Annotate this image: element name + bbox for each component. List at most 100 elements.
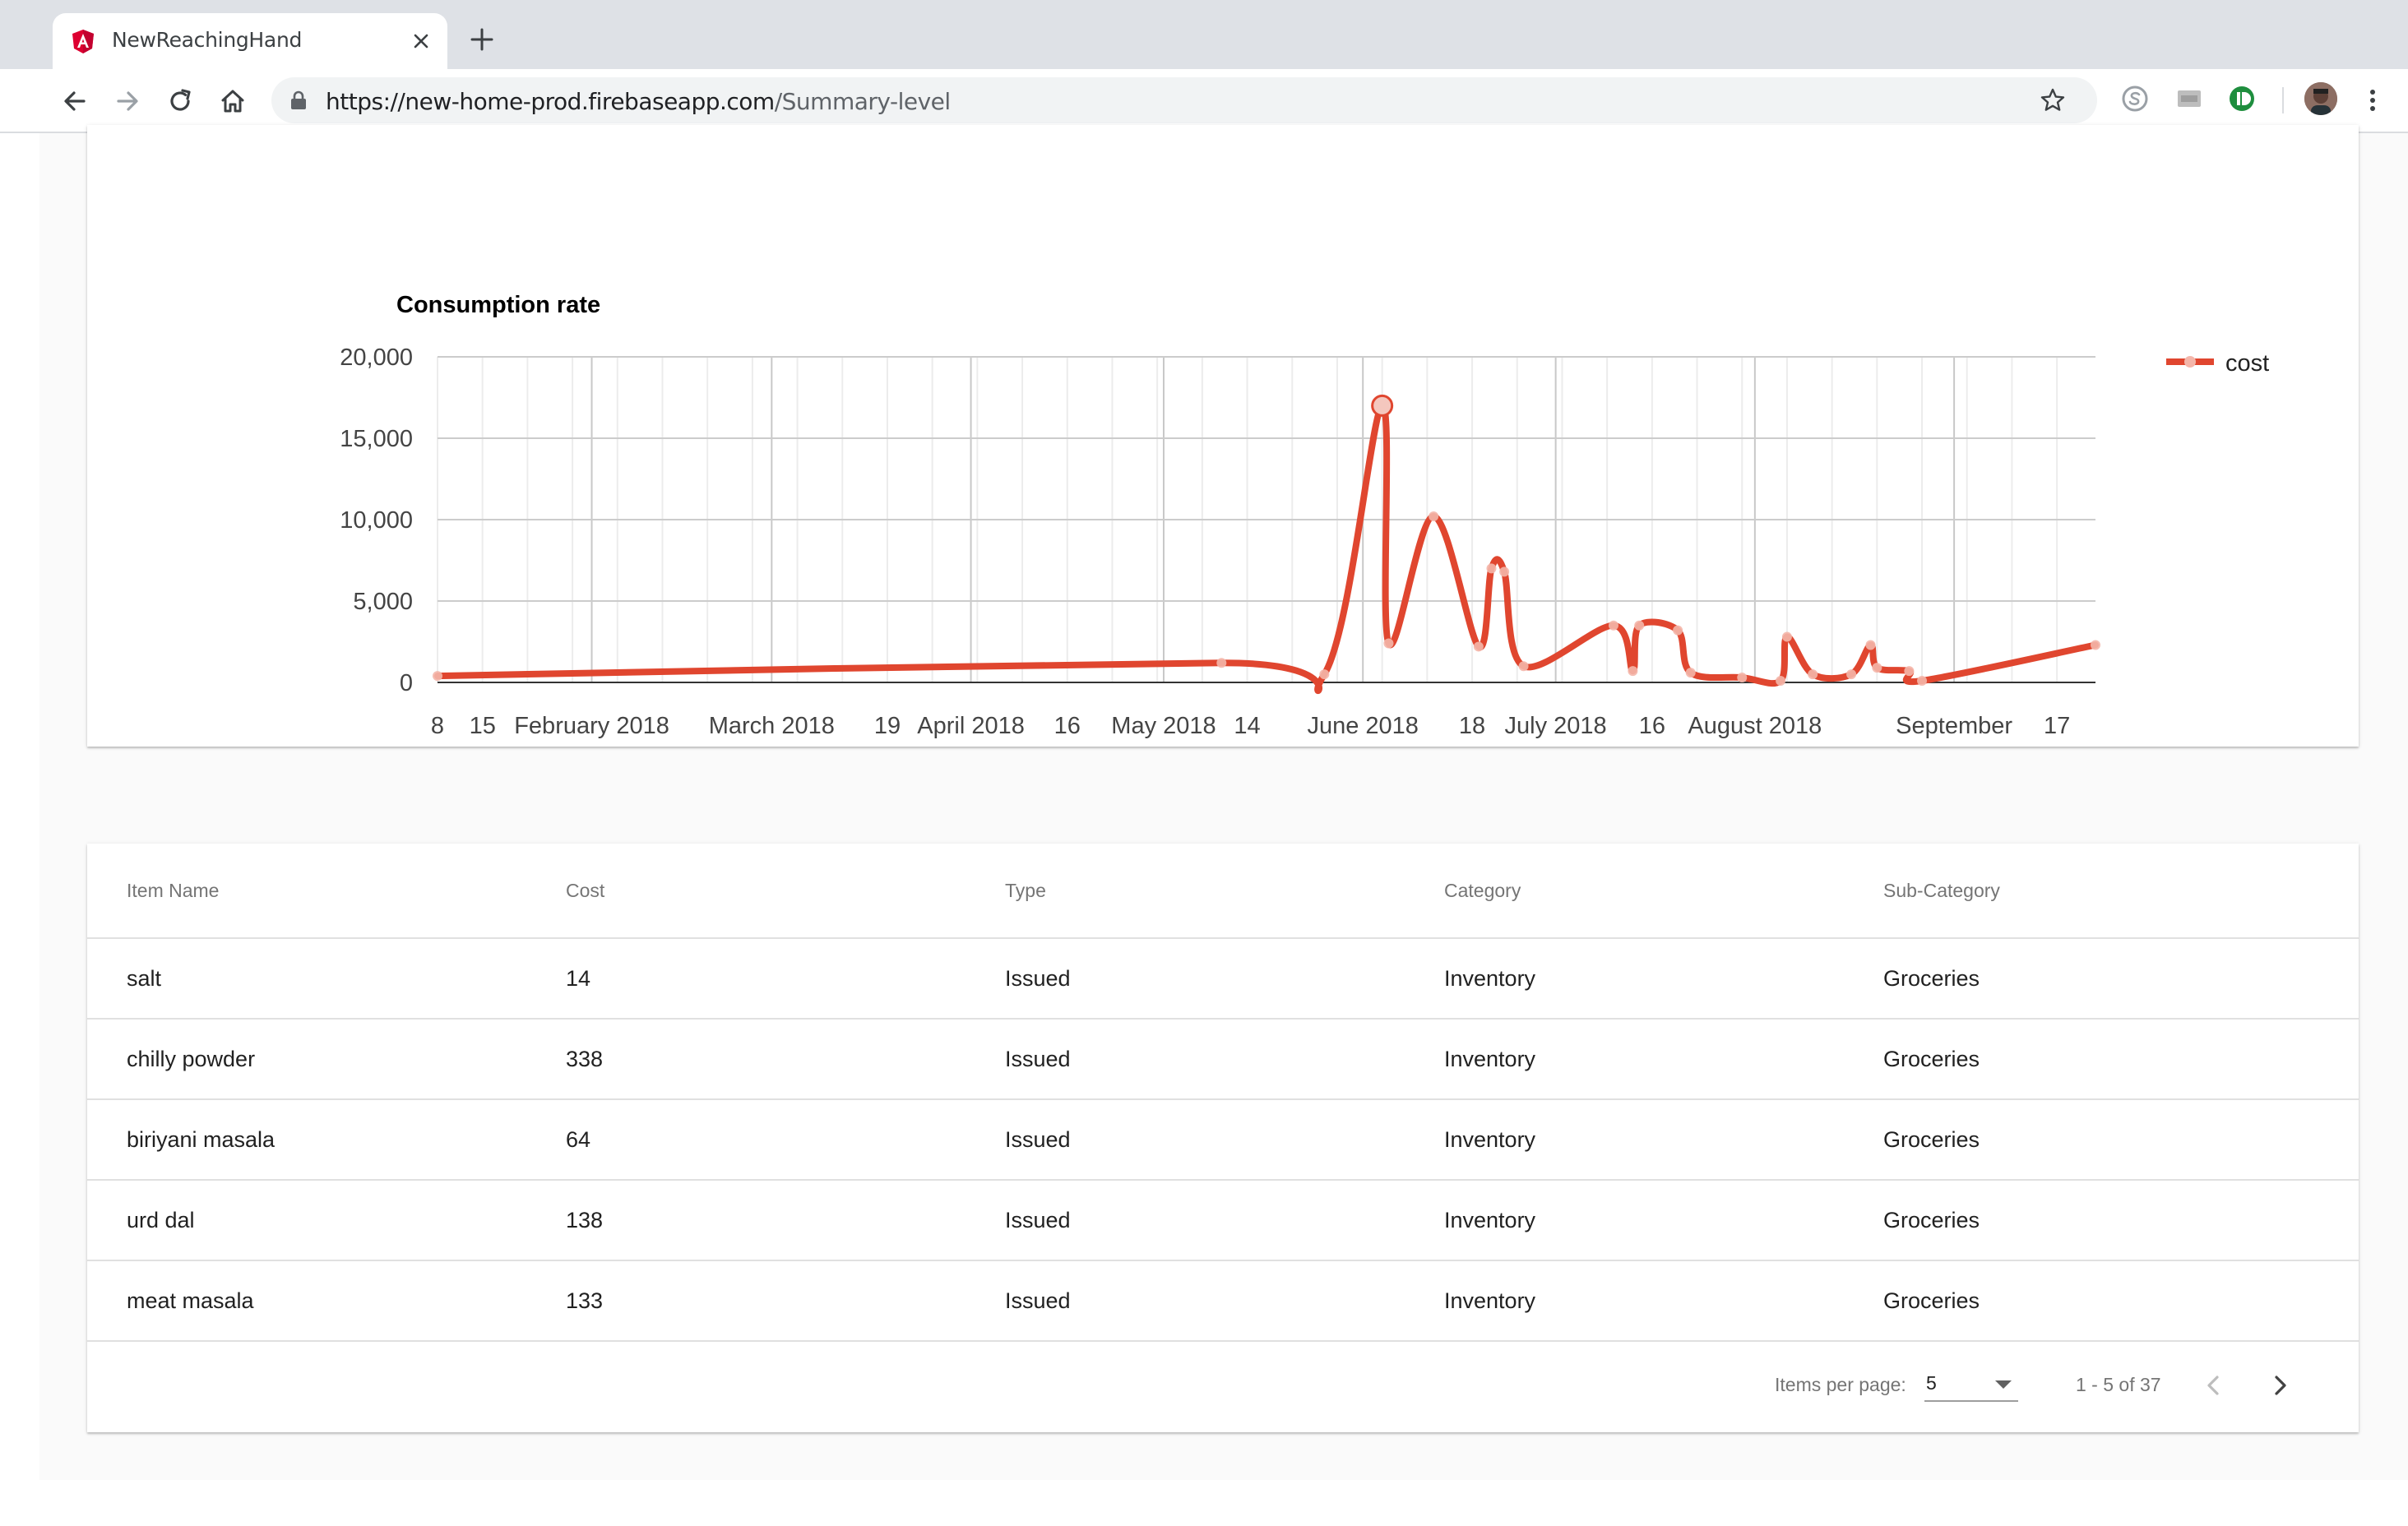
cell-cost: 138: [526, 1180, 966, 1261]
table-row[interactable]: urd dal 138 Issued Inventory Groceries: [87, 1180, 2359, 1261]
x-tick-label: August 2018: [1688, 713, 1822, 739]
x-tick-label: April 2018: [917, 713, 1025, 739]
forward-icon[interactable]: [112, 86, 143, 117]
cell-type: Issued: [966, 1180, 1405, 1261]
profile-photo-icon: [2304, 82, 2337, 115]
browser-menu-icon[interactable]: [2360, 86, 2385, 115]
items-table: Item Name Cost Type Category Sub-Categor…: [87, 844, 2359, 1342]
table-row[interactable]: meat masala 133 Issued Inventory Groceri…: [87, 1260, 2359, 1342]
data-point[interactable]: [1429, 511, 1439, 522]
items-per-page-label: Items per page:: [1775, 1374, 1906, 1395]
data-point[interactable]: [1917, 676, 1928, 687]
previous-page-icon[interactable]: [2197, 1369, 2230, 1402]
x-tick-label: 19: [874, 713, 901, 739]
cell-cost: 64: [526, 1099, 966, 1181]
x-tick-label: June 2018: [1307, 713, 1418, 739]
consumption-chart-card: 20,000 15,000 10,000 5,000 0 8 15 February 2018…: [87, 125, 2359, 747]
bookmark-star-icon[interactable]: [2040, 87, 2066, 113]
cell-type: Issued: [966, 1260, 1405, 1342]
cell-category: Inventory: [1405, 1099, 1844, 1181]
profile-avatar[interactable]: [2304, 82, 2337, 115]
data-point[interactable]: [1865, 640, 1876, 650]
data-point[interactable]: [1808, 669, 1818, 680]
cell-category: Inventory: [1405, 1260, 1844, 1342]
x-tick-label: 14: [1234, 713, 1260, 739]
dropdown-arrow-icon: [1995, 1380, 2012, 1389]
data-point[interactable]: [1518, 661, 1529, 672]
data-point[interactable]: [1846, 669, 1857, 680]
data-point[interactable]: [1872, 663, 1882, 673]
reload-icon[interactable]: [164, 86, 196, 117]
column-header-item-name[interactable]: Item Name: [87, 844, 526, 939]
chart-axes: 20,000 15,000 10,000 5,000 08 15 February 2018…: [340, 345, 2070, 747]
home-icon[interactable]: [217, 86, 248, 117]
series-line-cost: [434, 402, 2099, 695]
data-point[interactable]: [2091, 640, 2100, 650]
items-table-card: Item Name Cost Type Category Sub-Categor…: [87, 844, 2359, 1432]
column-header-type[interactable]: Type: [966, 844, 1405, 939]
next-page-icon[interactable]: [2263, 1369, 2296, 1402]
data-point[interactable]: [1685, 668, 1696, 678]
data-point[interactable]: [433, 671, 442, 682]
chart-title: Consumption rate: [396, 292, 600, 318]
table-row[interactable]: salt 14 Issued Inventory Groceries: [87, 938, 2359, 1020]
data-point[interactable]: [1486, 563, 1497, 574]
page-size-select[interactable]: 5: [1924, 1369, 2018, 1402]
data-point[interactable]: [1904, 666, 1915, 677]
data-point[interactable]: [1776, 676, 1786, 687]
data-point[interactable]: [1634, 620, 1645, 631]
cell-cost: 338: [526, 1019, 966, 1100]
x-tick-label: July 2018: [1505, 713, 1607, 739]
browser-tab-strip: NewReachingHand: [0, 0, 2408, 69]
data-point[interactable]: [1216, 658, 1227, 668]
sql-extension-icon[interactable]: [2174, 84, 2204, 113]
column-header-sub-category[interactable]: Sub-Category: [1844, 844, 2359, 939]
column-header-cost[interactable]: Cost: [526, 844, 966, 939]
browser-tab[interactable]: NewReachingHand: [53, 13, 447, 69]
cell-sub-category: Groceries: [1844, 1180, 2359, 1261]
data-point[interactable]: [1673, 625, 1683, 636]
back-icon[interactable]: [59, 86, 90, 117]
data-point[interactable]: [1499, 566, 1510, 577]
cell-item-name: chilly powder: [87, 1019, 526, 1100]
data-point[interactable]: [1473, 641, 1484, 652]
cell-item-name: biriyani masala: [87, 1099, 526, 1181]
table-row[interactable]: chilly powder 338 Issued Inventory Groce…: [87, 1019, 2359, 1100]
column-header-category[interactable]: Category: [1405, 844, 1844, 939]
cell-type: Issued: [966, 1099, 1405, 1181]
new-tab-icon[interactable]: [467, 25, 497, 54]
close-tab-icon[interactable]: [410, 30, 433, 53]
x-tick-label: September: [1896, 713, 2012, 739]
chart-legend[interactable]: cost: [2166, 350, 2269, 377]
cell-item-name: urd dal: [87, 1180, 526, 1261]
data-point[interactable]: [1608, 620, 1618, 631]
data-point[interactable]: [1628, 666, 1638, 677]
chart-series: [433, 394, 2100, 695]
data-point[interactable]: [1319, 669, 1330, 680]
angular-logo-icon: [72, 30, 94, 53]
x-tick-label: March 2018: [709, 713, 835, 739]
x-tick-label: 16: [1054, 713, 1081, 739]
address-bar[interactable]: https://new-home-prod.firebaseapp.com/Su…: [271, 77, 2097, 123]
chart-grid: [437, 356, 2095, 683]
cell-cost: 14: [526, 938, 966, 1020]
consumption-chart: 20,000 15,000 10,000 5,000 08 15 February 2018…: [340, 292, 2269, 747]
table-row[interactable]: biriyani masala 64 Issued Inventory Groc…: [87, 1099, 2359, 1181]
cell-cost: 133: [526, 1260, 966, 1342]
x-tick-label: 8: [431, 713, 444, 739]
data-point[interactable]: [1737, 673, 1748, 683]
browser-toolbar: https://new-home-prod.firebaseapp.com/Su…: [0, 69, 2408, 133]
lock-icon[interactable]: [289, 90, 308, 110]
x-tick-label: May 2018: [1111, 713, 1216, 739]
y-tick-label: 20,000: [340, 345, 413, 371]
skype-extension-icon[interactable]: [2120, 84, 2150, 113]
tab-title: NewReachingHand: [112, 28, 303, 52]
paginator: Items per page: 5 1 - 5 of 37: [87, 1341, 2359, 1432]
cell-sub-category: Groceries: [1844, 938, 2359, 1020]
green-extension-icon[interactable]: [2227, 84, 2257, 113]
x-tick-label: 17: [2044, 713, 2070, 739]
data-point-highlighted[interactable]: [1371, 394, 1394, 417]
data-point[interactable]: [1781, 631, 1792, 642]
url-text: https://new-home-prod.firebaseapp.com/Su…: [326, 88, 951, 115]
data-point[interactable]: [1383, 638, 1394, 649]
